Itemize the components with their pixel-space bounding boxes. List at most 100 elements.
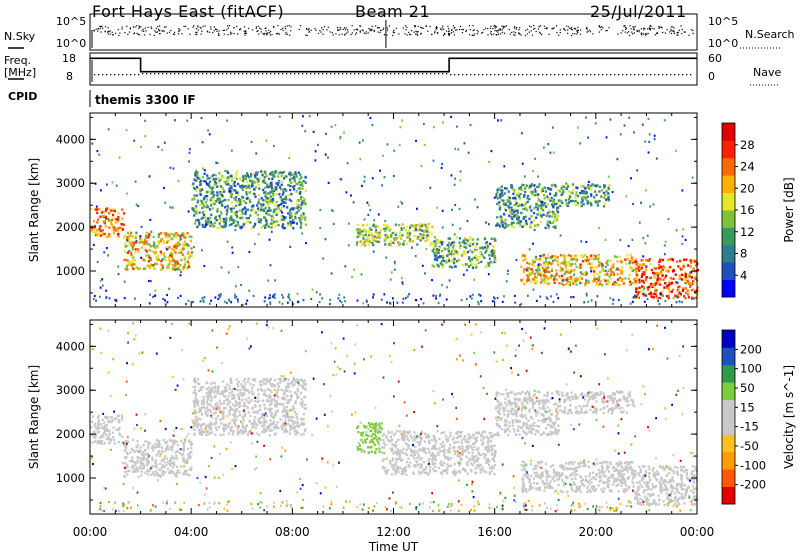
echo-cell: [631, 258, 634, 261]
echo-cell: [554, 258, 557, 261]
echo-cell: [145, 242, 148, 246]
nsky-point: [183, 25, 185, 28]
near-range-cell: [219, 294, 222, 297]
echo-cell: [662, 265, 665, 268]
echo-cell: [597, 278, 600, 281]
scatter-cell: [302, 115, 304, 118]
echo-cell: [547, 266, 550, 269]
echo-cell: [593, 184, 596, 187]
echo-cell: [496, 202, 499, 206]
echo-cell: [243, 401, 246, 405]
echo-cell: [277, 183, 280, 186]
echo-cell: [293, 185, 296, 188]
echo-cell: [303, 396, 306, 399]
echo-cell: [123, 444, 126, 447]
echo-cell: [121, 418, 124, 421]
echo-cell: [97, 424, 100, 427]
nsky-point: [157, 28, 160, 30]
echo-cell: [263, 424, 266, 427]
near-range-cell: [681, 301, 683, 304]
scatter-cell: [505, 280, 508, 283]
scatter-cell: [105, 247, 108, 250]
echo-cell: [543, 269, 546, 272]
echo-cell: [127, 237, 131, 240]
echo-cell: [243, 206, 246, 209]
near-range-cell: [372, 296, 374, 299]
echo-cell: [154, 446, 157, 449]
echo-cell: [209, 389, 212, 392]
echo-cell: [669, 282, 672, 285]
nsky-point: [579, 33, 582, 35]
scatter-cell: [220, 266, 223, 269]
scatter-cell: [177, 179, 180, 183]
near-range-cell: [585, 294, 588, 297]
scatter-cell: [642, 237, 645, 240]
echo-cell: [522, 216, 526, 219]
echo-cell: [98, 426, 101, 430]
echo-cell: [401, 223, 404, 226]
echo-cell: [541, 204, 544, 207]
echo-cell: [146, 473, 149, 476]
echo-cell: [262, 382, 265, 385]
echo-cell: [271, 224, 274, 227]
echo-cell: [138, 241, 141, 244]
scatter-cell: [188, 151, 191, 154]
echo-cell: [200, 179, 203, 183]
scatter-cell: [467, 151, 470, 154]
echo-cell: [126, 473, 129, 476]
echo-cell: [275, 393, 278, 396]
echo-cell: [566, 185, 570, 188]
nave-point: [114, 74, 116, 76]
near-range-cell: [269, 301, 272, 304]
echo-cell: [304, 388, 307, 391]
echo-cell: [221, 187, 224, 190]
echo-cell: [272, 422, 276, 426]
echo-cell: [295, 182, 298, 186]
echo-cell: [176, 443, 179, 447]
echo-cell: [108, 234, 111, 237]
near-range-cell: [288, 293, 290, 296]
nave-point: [182, 73, 184, 75]
echo-cell: [277, 207, 280, 210]
echo-cell: [536, 280, 539, 283]
echo-cell: [595, 283, 598, 287]
echo-cell: [277, 377, 280, 381]
echo-cell: [233, 414, 236, 417]
scatter-cell: [304, 130, 307, 133]
echo-cell: [157, 450, 160, 453]
echo-cell: [275, 186, 278, 189]
echo-cell: [557, 263, 560, 267]
nsky-point: [143, 34, 146, 36]
echo-cell: [207, 206, 210, 209]
echo-cell: [268, 196, 271, 200]
scatter-cell: [140, 225, 143, 228]
echo-cell: [212, 190, 215, 194]
echo-cell: [504, 187, 507, 190]
scatter-cell: [676, 282, 679, 285]
echo-cell: [103, 442, 106, 445]
echo-cell: [175, 440, 178, 443]
echo-cell: [199, 193, 202, 196]
echo-cell: [117, 420, 120, 423]
scatter-cell: [126, 239, 129, 242]
scatter-cell: [270, 230, 273, 233]
echo-cell: [377, 225, 380, 228]
echo-cell: [263, 403, 266, 406]
echo-cell: [189, 451, 192, 455]
echo-cell: [636, 267, 639, 271]
nsky-point: [97, 28, 99, 30]
echo-cell: [670, 290, 673, 293]
echo-cell: [270, 399, 273, 402]
echo-cell: [213, 200, 216, 203]
echo-cell: [435, 254, 438, 257]
echo-cell: [650, 295, 653, 298]
echo-cell: [145, 236, 148, 239]
echo-cell: [555, 218, 559, 222]
echo-cell: [493, 258, 496, 261]
echo-cell: [180, 439, 183, 442]
echo-cell: [585, 259, 588, 262]
echo-cell: [692, 280, 695, 283]
scatter-cell: [385, 256, 388, 259]
scatter-cell: [590, 270, 592, 273]
echo-cell: [219, 191, 222, 194]
